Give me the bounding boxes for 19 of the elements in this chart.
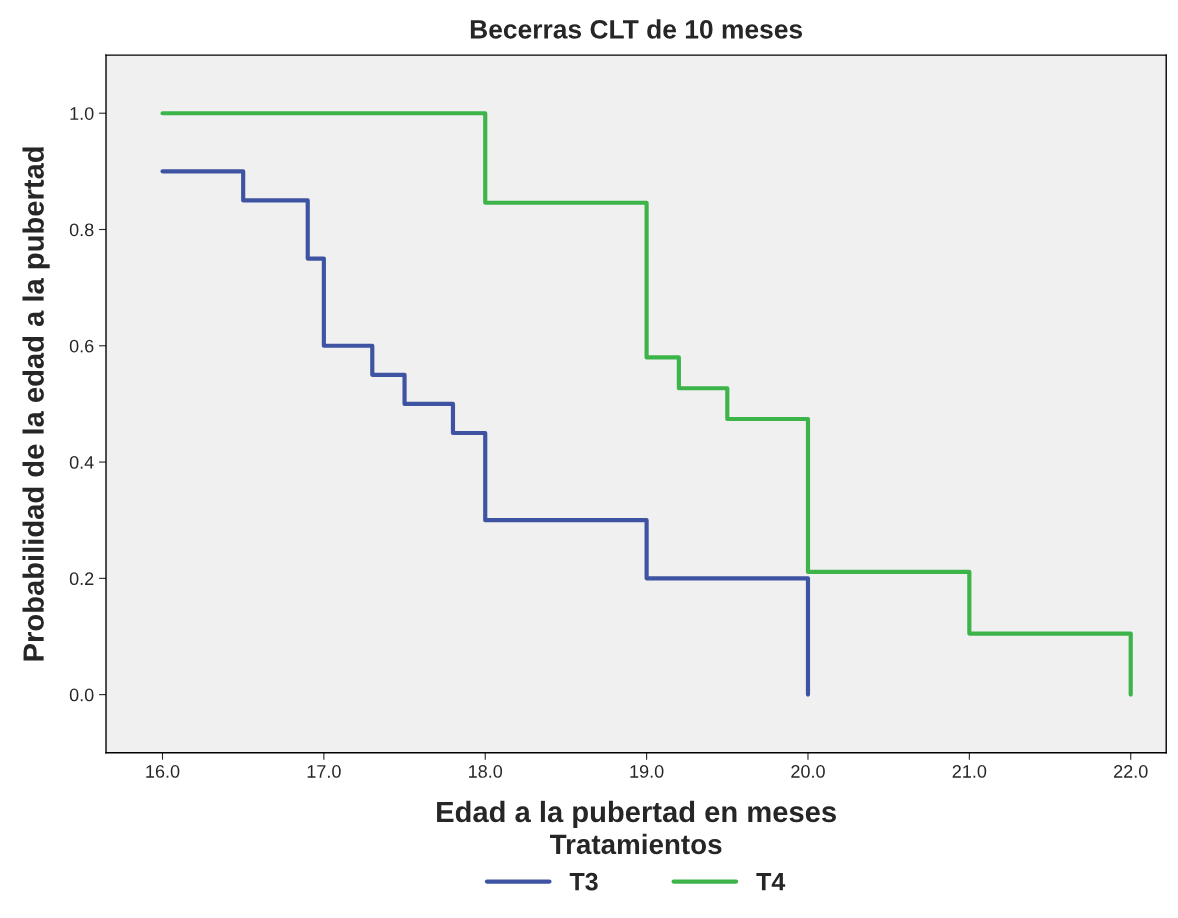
legend-label: T4: [756, 873, 786, 891]
y-tick-label: 0.6: [69, 339, 94, 353]
y-axis-title: Probabilidad de la edad a la pubertad: [22, 147, 50, 661]
legend-label: T3: [569, 872, 598, 891]
x-axis-title: Edad a la pubertad en meses: [437, 800, 836, 829]
y-tick-label: 0.0: [69, 688, 94, 702]
legend-title: Tratamientos: [549, 833, 722, 855]
x-tick-label: 16.0: [146, 765, 180, 778]
y-tick-label: 1.0: [70, 107, 94, 120]
x-tick-label: 20.0: [791, 765, 825, 778]
y-tick-label: 0.2: [69, 572, 94, 586]
x-tick-label: 17.0: [307, 765, 341, 778]
x-tick-label: 22.0: [1114, 765, 1148, 778]
y-tick-label: 0.8: [69, 223, 94, 237]
y-tick-label: 0.4: [69, 455, 94, 469]
chart-title: Becerras CLT de 10 meses: [470, 19, 803, 39]
x-tick-label: 18.0: [469, 765, 503, 778]
x-tick-label: 21.0: [952, 765, 987, 778]
x-tick-label: 19.0: [630, 765, 664, 778]
